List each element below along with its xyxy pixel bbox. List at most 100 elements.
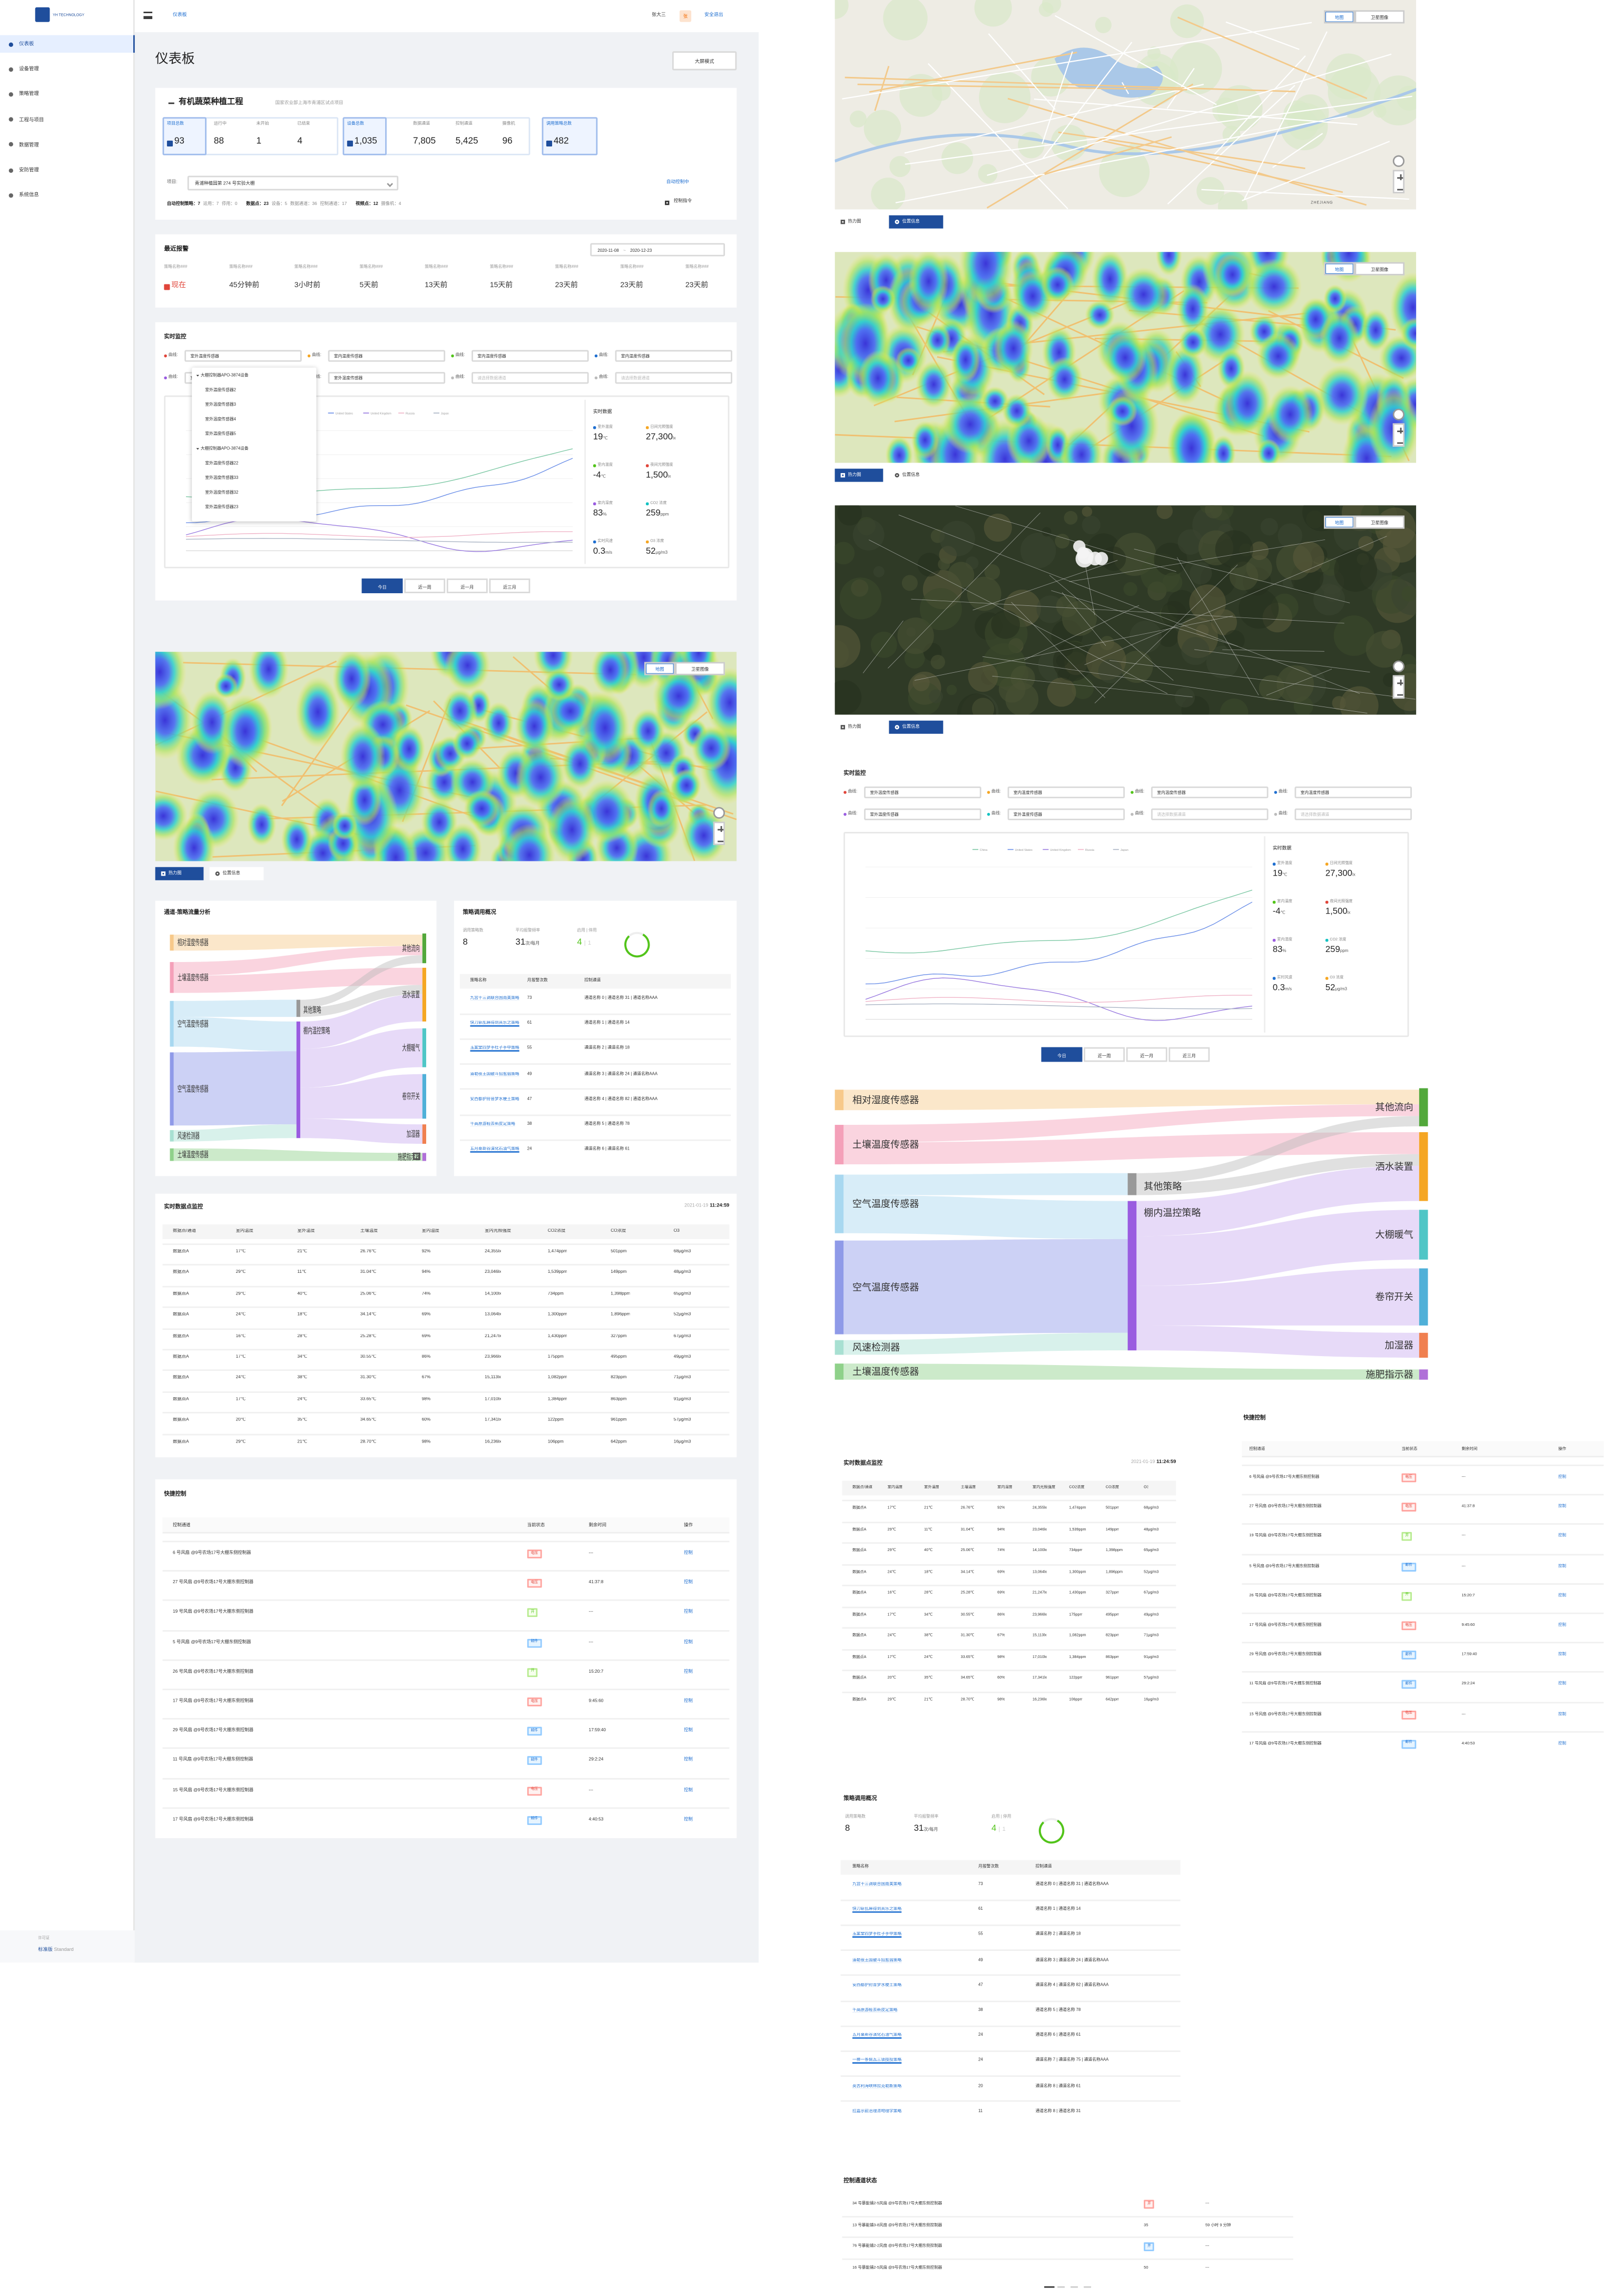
map-type-button[interactable]: 卫星图像 [1354,10,1405,24]
strategy-name[interactable]: 快刀斩乱麻得到其乐之策略 [470,1021,519,1026]
map-type-button[interactable]: 卫星图像 [675,662,725,675]
map-tab-label[interactable]: 位置信息 [222,870,240,876]
range-tab[interactable]: 今日 [361,578,403,593]
strategy-name[interactable]: 千高原游鞋去新皮定策略 [470,1122,515,1126]
map-tab[interactable]: 热力图 [834,720,883,734]
map-type-label[interactable]: 地图 [1334,14,1344,21]
menu-item[interactable]: 系统信息 [0,187,135,204]
control-action[interactable]: 控制 [684,1608,693,1615]
menu-label[interactable]: 设备管理 [19,66,39,72]
range-label[interactable]: 近一周 [418,584,431,591]
menu-item[interactable]: 数据管理 [0,136,135,153]
map-type-label[interactable]: 卫星图像 [1371,519,1389,526]
strategy-name[interactable]: 快刀斩乱麻得到其乐之策略 [852,1907,902,1912]
strategy-name[interactable]: 九宫十三调联合国南美策略 [470,996,519,1000]
date-range[interactable]: 2020-11-08 ~2020-12-23 [590,243,725,257]
locate-button[interactable] [1392,155,1405,167]
range-tab[interactable]: 近一周 [404,578,446,593]
command-link[interactable]: 控制指令 [673,197,692,203]
map-type-label[interactable]: 卫星图像 [1371,14,1389,21]
control-action[interactable]: 控制 [684,1816,693,1822]
expand-button[interactable] [412,1152,420,1160]
zoom-out[interactable] [1397,442,1403,444]
strategy-name[interactable]: 一棒一条佩瓦三锁技投策略 [852,2058,902,2063]
map-tab-label[interactable]: 位置信息 [902,723,920,730]
page-indicator[interactable] [1057,2286,1065,2288]
map-tab[interactable]: 位置信息 [209,867,264,880]
strategy-name[interactable]: 玉案堂四梦手杜子手中策略 [470,1046,519,1051]
menu-label[interactable]: 系统信息 [19,192,39,198]
control-action[interactable]: 控制 [1558,1504,1566,1509]
menu-label[interactable]: 工程与项目 [19,116,44,123]
curve-select[interactable]: 室内温度传感器 [1007,786,1125,799]
control-action[interactable]: 控制 [684,1549,693,1556]
curve-select[interactable]: 室内温度传感器 [1151,786,1269,799]
range-tab[interactable]: 今日 [1041,1047,1083,1062]
map-tab-label[interactable]: 热力图 [168,870,182,876]
locate-button[interactable] [1392,408,1405,420]
fullscreen-label[interactable]: 大屏模式 [694,58,714,65]
map-type-label[interactable]: 卫星图像 [1371,266,1389,273]
range-label[interactable]: 近三月 [1182,1053,1196,1059]
menu-item[interactable]: 安防管理 [0,161,135,179]
zoom-out[interactable] [718,840,724,842]
curve-select[interactable]: 请选择数据通道 [615,372,732,384]
strategy-name[interactable]: 千高原游鞋去新皮定策略 [852,2008,898,2013]
menu-item[interactable]: 仪表板 [0,35,135,53]
range-tab[interactable]: 近一月 [446,578,488,593]
strategy-name[interactable]: 拉嘉示前治理浓吻理学策略 [852,2108,902,2113]
control-action[interactable]: 控制 [1558,1741,1566,1746]
curve-select[interactable]: 室内温度传感器 [328,350,446,362]
fullscreen-button[interactable]: 大屏模式 [672,51,737,71]
dropdown-option[interactable]: 室外温度传感器23 [205,503,239,509]
range-label[interactable]: 今日 [378,584,387,591]
control-action[interactable]: 控制 [1558,1652,1566,1657]
control-action[interactable]: 控制 [1558,1682,1566,1686]
range-label[interactable]: 近一月 [460,584,474,591]
curve-select[interactable]: 请选择数据通道 [471,372,589,384]
map-type-button[interactable]: 卫星图像 [1354,262,1405,276]
range-label[interactable]: 今日 [1057,1053,1066,1059]
map-type-button[interactable]: 地图 [644,662,675,675]
control-action[interactable]: 控制 [1558,1475,1566,1479]
dropdown-option[interactable]: 室外温度传感器5 [205,429,236,436]
menu-toggle[interactable] [143,12,153,19]
range-tab[interactable]: 近一周 [1084,1047,1125,1062]
curve-select[interactable]: 室内温度传感器 [471,350,589,362]
range-label[interactable]: 近一月 [1140,1053,1154,1059]
strategy-name[interactable]: 安西都护府昔梦水梗土策略 [852,1983,902,1987]
locate-button[interactable] [713,807,725,819]
map-tab[interactable]: 位置信息 [889,720,944,734]
zoom-out[interactable] [1397,189,1403,191]
zoom-in[interactable] [718,829,724,831]
map-tab-label[interactable]: 位置信息 [902,218,920,224]
control-action[interactable]: 控制 [1558,1623,1566,1627]
control-action[interactable]: 控制 [1558,1534,1566,1539]
curve-select[interactable]: 室内温度传感器 [1294,786,1412,799]
page-indicator[interactable] [1044,2286,1055,2288]
range-tab[interactable]: 近三月 [1168,1047,1210,1062]
page-indicator[interactable] [1070,2286,1078,2288]
control-action[interactable]: 控制 [684,1579,693,1585]
map-type-button[interactable]: 地图 [1324,10,1355,24]
strategy-name[interactable]: 五月桌新谷演化石油气策略 [852,2033,902,2038]
dropdown-option[interactable]: 大棚控制器APO-3874设备 [200,371,249,377]
curve-select[interactable]: 请选择数据通道 [1294,808,1412,820]
control-action[interactable]: 控制 [684,1698,693,1704]
dropdown-option[interactable]: 室外温度传感器22 [205,459,239,465]
control-action[interactable]: 控制 [684,1727,693,1733]
map-tab-label[interactable]: 热力图 [848,472,861,478]
dropdown-option[interactable]: 大棚控制器APO-3874设备 [200,444,249,450]
strategy-name[interactable]: 英古利海峡林拉克勒斯策略 [852,2083,902,2088]
menu-item[interactable]: 设备管理 [0,61,135,78]
strategy-name[interactable]: 安西都护府昔梦水梗土策略 [470,1096,519,1101]
curve-select[interactable]: 室外温度传感器 [1007,808,1125,820]
map-type-label[interactable]: 卫星图像 [691,666,709,673]
range-tab[interactable]: 近一月 [1126,1047,1167,1062]
strategy-name[interactable]: 道勒夜王国破斗招惹弱策略 [470,1071,519,1076]
control-action[interactable]: 控制 [1558,1711,1566,1716]
dropdown-option[interactable]: 室外温度传感器2 [205,386,236,392]
auto-control-link[interactable]: 自动控制中 [666,179,689,185]
map-type-label[interactable]: 地图 [655,666,664,673]
project-select[interactable]: 青浦种植园第 274 号实验大棚 [187,175,399,190]
